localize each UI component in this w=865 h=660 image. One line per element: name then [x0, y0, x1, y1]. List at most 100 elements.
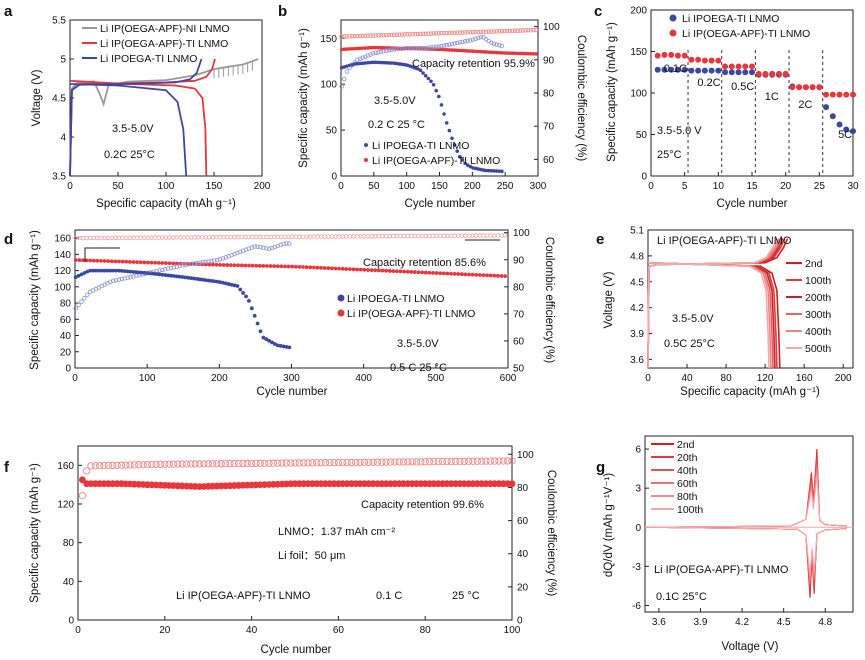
point-d-red-ce-431 [383, 233, 389, 239]
point-d-red-ce-166 [192, 235, 197, 240]
point-d-red-cap-221 [232, 263, 237, 268]
legend-label-e-2: 200th [805, 292, 831, 304]
point-b-blue-ce-41 [365, 53, 371, 58]
y-tick-label-e-5: 5.1 [630, 226, 644, 237]
point-d-red-ce-416 [373, 234, 378, 239]
point-f-ce-97 [495, 457, 503, 465]
point-b-red-cap-229 [489, 50, 494, 55]
point-d-red-cap-466 [409, 270, 414, 274]
point-d-red-ce-206 [221, 234, 226, 240]
point-d-red-ce-251 [253, 234, 259, 240]
point-d-blue-ce-249 [252, 244, 257, 249]
point-b-red-ce-109 [410, 31, 415, 37]
point-d-red-ce-161 [188, 235, 194, 240]
point-f-ce-31 [208, 460, 217, 468]
point-b-blue-ce-69 [384, 48, 389, 53]
point-c-1-18 [775, 70, 782, 77]
point-d-red-cap-261 [261, 263, 266, 268]
point-b-blue-ce-161 [444, 42, 449, 48]
point-b-blue-cap-137 [429, 79, 433, 84]
point-d-red-ce-546 [466, 233, 472, 238]
y-tick-label-e-1: 3.9 [630, 329, 644, 340]
point-f-ce-84 [438, 457, 447, 466]
point-d-red-cap-56 [113, 259, 118, 264]
point-b-blue-cap-225 [486, 168, 491, 173]
x-tick-label-c-6: 30 [847, 181, 859, 192]
point-d-blue-cap-265 [264, 337, 269, 342]
panel-label-a: a [4, 3, 13, 20]
x-tick-label-c-4: 20 [780, 181, 792, 192]
point-c-1-24 [816, 84, 823, 91]
y-tick-label-c-3: 150 [630, 47, 647, 58]
point-b-blue-ce-209 [476, 35, 481, 41]
point-d-red-cap-256 [257, 263, 262, 268]
point-b-blue-ce-37 [363, 54, 368, 59]
point-d-blue-cap-149 [180, 275, 185, 279]
point-b-red-ce-153 [439, 31, 444, 36]
point-d-red-ce-226 [235, 234, 241, 240]
point-b-blue-ce-181 [457, 40, 463, 45]
point-b-red-ce-73 [386, 32, 392, 38]
point-d-blue-cap-165 [192, 276, 196, 281]
point-d-red-cap-361 [333, 266, 338, 271]
x-tick-label-e-5: 200 [835, 373, 852, 384]
point-d-red-ce-561 [477, 233, 483, 238]
point-d-blue-cap-37 [99, 268, 104, 273]
point-c-0-7 [701, 67, 708, 74]
point-b-red-cap-1 [339, 47, 344, 52]
point-d-red-ce-186 [207, 235, 212, 240]
point-b-blue-ce-117 [415, 46, 421, 51]
point-d-red-cap-296 [286, 264, 291, 269]
panel-label-g: g [596, 459, 605, 476]
point-d-blue-cap-233 [241, 291, 246, 295]
annotation-g-condition: 0.1C 25°C [656, 591, 707, 603]
point-d-red-cap-596 [503, 274, 508, 279]
point-d-red-ce-391 [354, 234, 360, 239]
point-b-red-ce-185 [460, 30, 465, 35]
title-e: Li IP(OEGA-APF)-TI LNMO [657, 235, 792, 247]
point-d-red-ce-376 [344, 234, 349, 239]
point-d-blue-cap-133 [169, 273, 173, 278]
y-tick-label-a-2: 4.5 [52, 94, 66, 105]
point-d-blue-cap-145 [177, 274, 182, 279]
point-d-red-cap-51 [109, 259, 114, 264]
point-d-blue-cap-285 [278, 343, 283, 348]
x-tick-label-f-1: 20 [159, 625, 171, 636]
point-b-red-ce-173 [452, 30, 457, 35]
point-d-blue-cap-45 [105, 268, 110, 273]
point-d-blue-cap-257 [258, 329, 263, 334]
point-f-ce-46 [273, 459, 282, 467]
title-g: Li IP(OEGA-APF)-TI LNMO [654, 564, 789, 576]
point-b-red-cap-293 [531, 52, 536, 56]
point-b-red-cap-185 [460, 48, 465, 53]
point-d-red-cap-581 [492, 273, 497, 278]
y-axis-label-d: Specific capacity (mAh g⁻¹) [29, 230, 41, 370]
point-b-red-ce-245 [499, 28, 505, 34]
point-f-ce-85 [443, 457, 451, 466]
point-b-red-ce-217 [481, 29, 486, 35]
point-d-blue-cap-109 [151, 271, 156, 276]
point-d-blue-cap-249 [252, 313, 257, 318]
plot-area-d: 0 100 200 300 400 500 600 0 20 40 60 80 100 120 140 160… [54, 228, 530, 384]
point-d-red-cap-26 [91, 258, 96, 263]
point-f-ce-86 [447, 457, 455, 466]
x-tick-label-d-3: 300 [283, 373, 300, 384]
x-tick-label-g-1: 3.9 [694, 617, 708, 628]
point-d-red-ce-221 [232, 234, 237, 240]
point-d-red-ce-111 [152, 235, 158, 240]
point-d-red-ce-306 [293, 234, 299, 239]
point-b-blue-ce-205 [473, 36, 478, 42]
x-tick-label-f-0: 0 [75, 625, 81, 636]
point-d-red-ce-66 [120, 235, 125, 241]
point-c-1-0 [654, 52, 661, 59]
point-d-blue-ce-253 [255, 244, 260, 249]
annotation-c-voltage: 3.5-5.0 V [657, 125, 702, 137]
point-d-red-cap-396 [358, 267, 363, 272]
point-d-red-cap-561 [477, 273, 482, 277]
point-f-ce-33 [217, 460, 225, 468]
point-d-red-cap-491 [427, 270, 432, 275]
point-f-ce-59 [330, 458, 338, 467]
point-b-red-cap-273 [518, 51, 523, 56]
point-b-blue-cap-221 [484, 168, 488, 173]
rate-label-c-1: 0.2C [697, 77, 720, 89]
